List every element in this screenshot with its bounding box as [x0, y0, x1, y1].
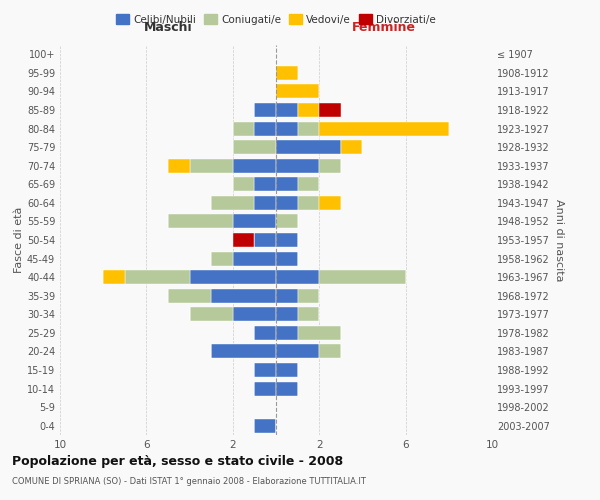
Bar	[125, 270, 190, 284]
Bar	[103, 270, 125, 284]
Bar	[211, 344, 276, 358]
Bar	[276, 84, 319, 98]
Bar	[276, 308, 298, 322]
Bar	[233, 159, 276, 172]
Bar	[168, 214, 233, 228]
Bar	[298, 196, 319, 210]
Text: COMUNE DI SPRIANA (SO) - Dati ISTAT 1° gennaio 2008 - Elaborazione TUTTITALIA.IT: COMUNE DI SPRIANA (SO) - Dati ISTAT 1° g…	[12, 478, 366, 486]
Bar	[276, 382, 298, 396]
Bar	[319, 196, 341, 210]
Text: Maschi: Maschi	[143, 21, 193, 34]
Bar	[276, 363, 298, 377]
Bar	[319, 103, 341, 117]
Text: Popolazione per età, sesso e stato civile - 2008: Popolazione per età, sesso e stato civil…	[12, 455, 343, 468]
Bar	[276, 344, 319, 358]
Bar	[211, 196, 254, 210]
Bar	[276, 233, 298, 247]
Bar	[254, 382, 276, 396]
Bar	[190, 270, 276, 284]
Bar	[298, 103, 319, 117]
Bar	[276, 122, 298, 136]
Bar	[276, 289, 298, 302]
Bar	[233, 140, 276, 154]
Bar	[298, 326, 341, 340]
Bar	[254, 233, 276, 247]
Bar	[319, 344, 341, 358]
Bar	[276, 103, 298, 117]
Bar	[254, 326, 276, 340]
Bar	[276, 66, 298, 80]
Bar	[276, 326, 298, 340]
Bar	[298, 122, 319, 136]
Bar	[190, 308, 233, 322]
Bar	[276, 252, 298, 266]
Bar	[233, 252, 276, 266]
Bar	[233, 122, 254, 136]
Bar	[276, 178, 298, 191]
Bar	[233, 178, 254, 191]
Bar	[341, 140, 362, 154]
Bar	[233, 308, 276, 322]
Bar	[276, 159, 319, 172]
Bar	[276, 196, 298, 210]
Bar	[298, 308, 319, 322]
Bar	[298, 289, 319, 302]
Bar	[319, 270, 406, 284]
Bar	[168, 289, 211, 302]
Bar	[233, 233, 254, 247]
Bar	[233, 214, 276, 228]
Bar	[254, 419, 276, 432]
Bar	[319, 122, 449, 136]
Bar	[298, 178, 319, 191]
Bar	[254, 363, 276, 377]
Bar	[168, 159, 190, 172]
Bar	[254, 196, 276, 210]
Bar	[276, 214, 298, 228]
Bar	[211, 289, 276, 302]
Bar	[254, 178, 276, 191]
Bar	[211, 252, 233, 266]
Legend: Celibi/Nubili, Coniugati/e, Vedovi/e, Divorziati/e: Celibi/Nubili, Coniugati/e, Vedovi/e, Di…	[112, 10, 440, 29]
Bar	[276, 140, 341, 154]
Bar	[319, 159, 341, 172]
Bar	[254, 122, 276, 136]
Y-axis label: Fasce di età: Fasce di età	[14, 207, 24, 273]
Bar	[276, 270, 319, 284]
Text: Femmine: Femmine	[352, 21, 416, 34]
Bar	[190, 159, 233, 172]
Bar	[254, 103, 276, 117]
Y-axis label: Anni di nascita: Anni di nascita	[554, 198, 564, 281]
